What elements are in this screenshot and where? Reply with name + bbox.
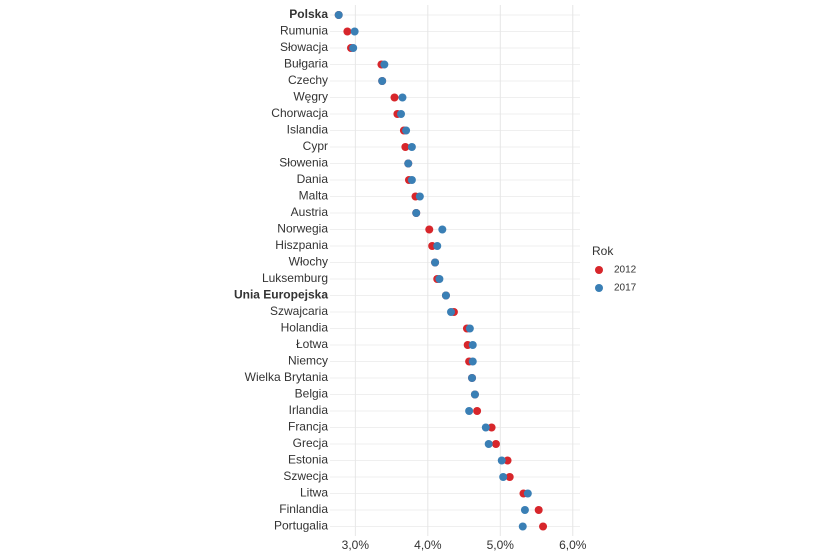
dot [334, 11, 343, 19]
dot [431, 258, 440, 267]
y-tick-label: Luksemburg [262, 271, 328, 285]
dot [380, 60, 389, 69]
x-tick-label: 4,0% [414, 538, 442, 552]
y-tick-label: Łotwa [296, 337, 328, 351]
y-tick-label: Irlandia [289, 403, 329, 417]
y-tick-label: Bułgaria [284, 57, 328, 71]
y-tick-label: Słowenia [279, 156, 328, 170]
dot [401, 143, 410, 151]
dot [505, 473, 514, 481]
dot [534, 506, 543, 514]
dot [503, 456, 512, 465]
legend-marker [595, 266, 603, 274]
dot [435, 275, 444, 283]
dot [433, 242, 442, 250]
dot [407, 176, 416, 184]
y-tick-label: Dania [297, 172, 329, 186]
dot [523, 489, 532, 498]
y-tick-label: Wielka Brytania [245, 370, 329, 384]
y-tick-label: Polska [289, 7, 328, 21]
y-tick-label: Hiszpania [275, 238, 328, 252]
y-tick-label: Francja [288, 420, 328, 434]
grid-layer [330, 5, 580, 536]
dot [473, 407, 482, 415]
y-tick-label: Unia Europejska [234, 288, 328, 302]
y-tick-label: Rumunia [280, 24, 328, 38]
y-tick-label: Malta [299, 189, 329, 203]
y-tick-label: Słowacja [280, 40, 328, 54]
y-tick-label: Litwa [300, 486, 328, 500]
dot [520, 506, 529, 514]
dot [404, 159, 413, 168]
dot [397, 110, 406, 118]
legend-label: 2017 [614, 283, 637, 294]
dot [465, 407, 474, 415]
dot [378, 77, 387, 85]
dot [468, 357, 477, 366]
dot [343, 27, 352, 36]
dot [350, 27, 359, 36]
x-tick-label: 6,0% [559, 538, 587, 552]
dot [539, 522, 548, 531]
dot [412, 209, 421, 217]
y-tick-label: Włochy [289, 255, 328, 269]
dot [499, 473, 508, 481]
y-tick-label: Grecja [293, 436, 329, 450]
y-tick-label: Holandia [281, 321, 329, 335]
dot [425, 225, 434, 234]
dot [484, 440, 493, 448]
dot [518, 522, 527, 531]
dot [398, 93, 407, 102]
y-tick-label: Szwajcaria [270, 304, 328, 318]
dot [465, 324, 474, 333]
dot [491, 440, 500, 448]
dot [447, 308, 456, 316]
dot [390, 93, 399, 102]
y-tick-label: Czechy [288, 73, 328, 87]
legend-marker [595, 284, 603, 292]
legend-label: 2012 [614, 265, 637, 276]
x-tick-label: 5,0% [487, 538, 515, 552]
y-tick-label: Islandia [287, 123, 329, 137]
y-tick-label: Niemcy [288, 354, 328, 368]
y-tick-label: Norwegia [277, 222, 328, 236]
dot [407, 143, 416, 151]
y-tick-label: Cypr [303, 139, 328, 153]
y-tick-label: Austria [291, 205, 329, 219]
dot [441, 291, 450, 300]
dot [438, 225, 447, 234]
y-tick-label: Belgia [295, 387, 329, 401]
dot [468, 341, 477, 349]
y-tick-label: Węgry [293, 90, 328, 104]
y-tick-label: Szwecja [283, 469, 328, 483]
dot [481, 423, 490, 432]
y-tick-label: Portugalia [274, 519, 328, 533]
legend-title: Rok [592, 244, 614, 258]
y-tick-label: Finlandia [279, 502, 328, 516]
dot [487, 423, 496, 432]
y-tick-label: Chorwacja [271, 106, 328, 120]
dot [497, 456, 506, 465]
x-tick-label: 3,0% [342, 538, 370, 552]
dot [470, 390, 479, 399]
y-tick-label: Estonia [288, 453, 328, 467]
dot [349, 44, 358, 52]
dot [415, 192, 424, 201]
dot [402, 126, 411, 135]
dot [468, 374, 477, 382]
